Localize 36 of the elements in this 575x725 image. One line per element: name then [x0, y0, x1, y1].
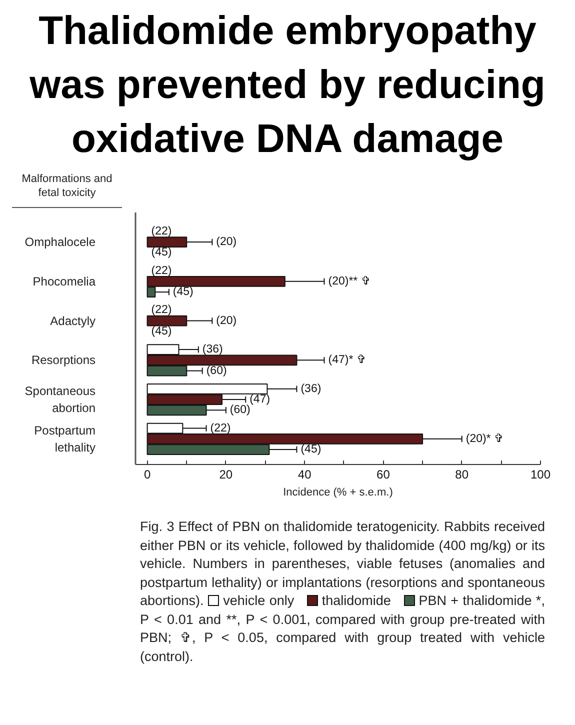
annotation: (45) — [151, 325, 172, 338]
annotation: (20) — [216, 314, 237, 327]
x-tick-label: 100 — [530, 468, 551, 482]
legend-label: PBN + thalidomide — [418, 593, 532, 608]
legend-label: vehicle only — [223, 593, 294, 608]
annotation: (36) — [202, 344, 224, 356]
annotation: (36) — [300, 382, 322, 395]
annotation: (22) — [151, 225, 172, 238]
x-tick-label: 80 — [455, 468, 469, 482]
x-tick-label: 40 — [298, 468, 312, 482]
y-tick-label: Resorptions — [31, 353, 96, 368]
chart-title: Thalidomide embryopathy was prevented by reducing oxidative DNA damage — [28, 8, 546, 163]
legend-label: thalidomide — [322, 593, 391, 608]
annotation: (20)* ✞ — [466, 432, 504, 445]
x-axis-title: Incidence (% + s.e.m.) — [283, 486, 393, 498]
y-tick-label: Spontaneous abortion — [24, 384, 96, 415]
annotation: (22) — [210, 422, 231, 434]
annotation: (47) — [250, 394, 270, 406]
annotation: (60) — [230, 404, 251, 416]
annotation: (45) — [151, 246, 172, 259]
x-tick-label: 60 — [376, 468, 390, 482]
annotation: (22) — [151, 304, 172, 316]
y-tick-label: Phocomelia — [32, 274, 96, 288]
annotation: (47)* ✞ — [328, 354, 366, 366]
annotation: (22) — [151, 264, 172, 277]
y-tick-label: Postpartum lethality — [34, 424, 96, 454]
x-tick-label: 0 — [144, 468, 151, 482]
y-tick-label: Omphalocele — [24, 235, 96, 250]
annotation: (45) — [300, 444, 322, 456]
y-axis-title: Malformations and fetal toxicity — [20, 172, 114, 200]
y-tick-label: Adactyly — [50, 314, 96, 328]
annotation: (45) — [172, 286, 194, 298]
x-tick-label: 20 — [219, 468, 233, 482]
annotation: (20)** ✞ — [328, 275, 371, 288]
annotation: (20) — [216, 236, 237, 248]
annotation: (60) — [206, 364, 227, 377]
